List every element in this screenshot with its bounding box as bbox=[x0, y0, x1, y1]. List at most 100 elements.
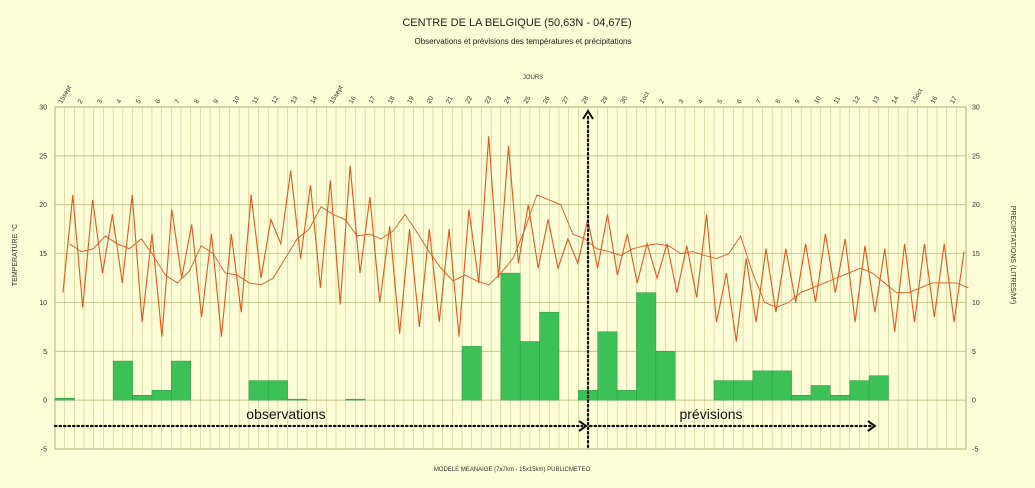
precipitation-bar bbox=[287, 398, 308, 401]
observations-arrowhead bbox=[578, 420, 588, 432]
annotations: observations prévisions bbox=[53, 109, 877, 449]
precipitation-bar bbox=[849, 380, 870, 401]
day-tick-label: 25 bbox=[523, 95, 533, 105]
day-tick-label: 24 bbox=[503, 95, 513, 105]
precipitation-bar bbox=[54, 397, 75, 401]
precipitation-bar bbox=[500, 272, 521, 401]
day-tick-label: 17 bbox=[949, 95, 959, 105]
plot-frame bbox=[54, 106, 967, 450]
day-tick-label: 23 bbox=[484, 95, 494, 105]
precipitation-bar bbox=[597, 331, 618, 401]
day-tick-label: 29 bbox=[600, 95, 610, 105]
day-tick-label: 19 bbox=[406, 95, 416, 105]
day-tick-label: 14 bbox=[891, 95, 901, 105]
day-tick-label: 11 bbox=[251, 95, 261, 105]
precipitation-bar bbox=[830, 395, 850, 401]
day-tick-label: 28 bbox=[581, 95, 591, 105]
y-tick-label-right: 25 bbox=[972, 153, 980, 160]
annotation-previsions: prévisions bbox=[679, 406, 742, 422]
y-tick-label-left: 25 bbox=[39, 153, 47, 160]
precipitation-bar bbox=[791, 395, 812, 401]
day-tick-label: 5 bbox=[135, 98, 143, 105]
y-tick-label-left: 15 bbox=[39, 251, 47, 258]
day-tick-label: 6 bbox=[154, 98, 162, 105]
y-axis-label-right: PRECIPITATIONS (LITRES/M²) bbox=[1009, 206, 1016, 305]
day-tick-label: 13 bbox=[871, 95, 881, 105]
precipitation-bar bbox=[616, 390, 637, 401]
day-tick-label: 16 bbox=[348, 95, 358, 105]
day-tick-label: 4 bbox=[697, 98, 705, 105]
chart-subtitle: Observations et prévisions des températu… bbox=[415, 37, 632, 46]
day-tick-label: 30 bbox=[619, 95, 629, 105]
precipitation-bars bbox=[54, 272, 889, 401]
precipitation-bar bbox=[112, 360, 133, 401]
precipitation-bar bbox=[636, 292, 657, 401]
precipitation-bar bbox=[519, 341, 540, 401]
day-tick-label: 3 bbox=[678, 98, 686, 105]
y-tick-label-right: 20 bbox=[972, 202, 980, 209]
day-tick-label: 20 bbox=[426, 95, 436, 105]
y-tick-label-left: 20 bbox=[39, 202, 47, 209]
y-tick-label-left: 10 bbox=[39, 300, 47, 307]
day-tick-label: 16 bbox=[930, 95, 940, 105]
day-tick-label: 26 bbox=[542, 95, 552, 105]
y-tick-label-right: 5 bbox=[972, 349, 976, 356]
precipitation-bar bbox=[539, 311, 560, 401]
y-axis-label-left: TEMPERATURE °C bbox=[11, 224, 19, 286]
day-tick-label: 27 bbox=[561, 95, 571, 105]
forecast-arrowhead bbox=[867, 420, 877, 432]
y-tick-label-right: 15 bbox=[972, 251, 980, 258]
y-tick-label-right: 0 bbox=[972, 398, 976, 405]
day-tick-label: 8 bbox=[193, 98, 201, 105]
day-tick-label: 8 bbox=[775, 98, 783, 105]
precipitation-bar bbox=[151, 390, 172, 401]
precipitation-bar bbox=[733, 380, 754, 401]
precipitation-bar bbox=[461, 346, 482, 401]
y-tick-label-right: 30 bbox=[972, 105, 980, 112]
day-tick-label: 22 bbox=[464, 95, 474, 105]
precipitation-bar bbox=[171, 360, 191, 401]
day-tick-label: 12 bbox=[271, 95, 281, 105]
y-tick-label-right: 10 bbox=[972, 300, 980, 307]
temperature-line bbox=[62, 136, 965, 342]
precipitation-bar bbox=[345, 398, 366, 401]
y-tick-label-left: 30 bbox=[39, 105, 47, 112]
day-tick-label: 21 bbox=[445, 95, 455, 105]
day-tick-label: 13 bbox=[290, 95, 300, 105]
chart-title: CENTRE DE LA BELGIQUE (50,63N - 04,67E) bbox=[402, 17, 631, 29]
precipitation-bar bbox=[810, 385, 831, 401]
day-tick-label: 17 bbox=[367, 95, 377, 105]
day-tick-label: 2 bbox=[658, 98, 666, 105]
y-tick-label-left: 0 bbox=[43, 398, 47, 405]
precipitation-bar bbox=[267, 380, 288, 401]
day-tick-label: 7 bbox=[174, 98, 182, 105]
day-tick-label: 12 bbox=[852, 95, 862, 105]
y-tick-label-left: 5 bbox=[43, 349, 47, 356]
day-tick-label: 2 bbox=[77, 98, 85, 105]
day-tick-label: 10 bbox=[232, 95, 242, 105]
y-tick-label-left: -5 bbox=[41, 447, 47, 454]
annotation-observations: observations bbox=[246, 406, 325, 422]
precipitation-bar bbox=[132, 395, 153, 401]
temperature-trend-line bbox=[69, 194, 969, 308]
day-tick-label: 14 bbox=[309, 95, 319, 105]
day-tick-label: 9 bbox=[212, 98, 220, 105]
precipitation-bar bbox=[771, 370, 792, 401]
y-tick-label-right: -5 bbox=[972, 447, 978, 454]
day-tick-label: 10 bbox=[813, 95, 823, 105]
day-tick-label: 18 bbox=[387, 95, 397, 105]
divider-arrowhead bbox=[582, 109, 594, 120]
day-tick-label: 9 bbox=[794, 98, 802, 105]
day-tick-label: 11 bbox=[833, 95, 843, 105]
precipitation-bar bbox=[713, 380, 734, 401]
precipitation-bar bbox=[752, 370, 773, 401]
day-tick-label: 4 bbox=[116, 98, 124, 105]
day-tick-label: 7 bbox=[755, 98, 763, 105]
day-tick-label: 5 bbox=[716, 98, 724, 105]
day-tick-label: 3 bbox=[96, 98, 104, 105]
top-axis-label: JOURS bbox=[523, 75, 543, 81]
footer-source: MODELE MEANAIGE (7x7km - 15x15km) PUBLIC… bbox=[434, 467, 591, 473]
